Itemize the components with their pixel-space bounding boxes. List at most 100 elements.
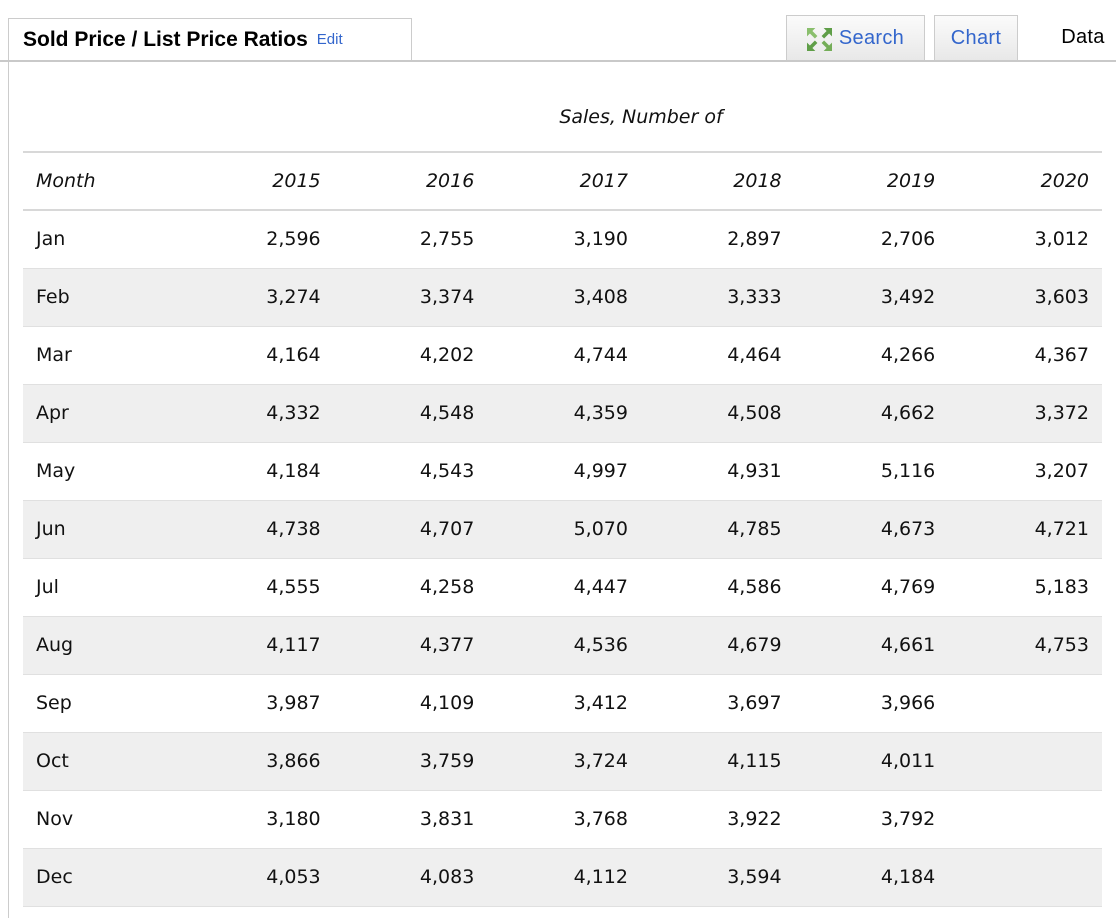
value-cell: 4,083 — [419, 866, 475, 888]
value-cell: 4,184 — [880, 866, 936, 888]
value-cell: 3,724 — [573, 750, 628, 772]
table-row: Mar 4,164 4,202 4,744 4,464 4,266 4,367 — [23, 326, 1102, 384]
value-cell: 5,183 — [1034, 576, 1089, 598]
value-cell: 3,207 — [1034, 460, 1089, 482]
column-header-2020: 2020 — [948, 151, 1102, 211]
value-cell: 5,116 — [880, 460, 936, 482]
value-cell: 4,258 — [419, 576, 475, 598]
value-cell: 2,596 — [266, 228, 321, 251]
table-caption: Sales, Number of — [559, 106, 723, 128]
data-panel: Sales, Number of Month 2015 2016 2017 20… — [8, 62, 1116, 918]
value-cell: 3,190 — [573, 228, 628, 251]
value-cell: 4,332 — [266, 402, 321, 424]
value-cell: 4,464 — [727, 344, 782, 366]
table-row: Feb 3,274 3,374 3,408 3,333 3,492 3,603 — [23, 268, 1102, 326]
value-cell: 4,115 — [727, 750, 782, 772]
value-cell: 4,164 — [266, 344, 321, 366]
table-row: Jun 4,738 4,707 5,070 4,785 4,673 4,721 — [23, 500, 1102, 558]
month-cell: Sep — [36, 692, 72, 714]
value-cell: 4,011 — [880, 750, 936, 772]
value-cell: 4,661 — [880, 634, 936, 656]
value-cell: 4,673 — [880, 518, 936, 540]
month-cell: Oct — [36, 750, 69, 772]
value-cell: 2,755 — [419, 228, 475, 251]
value-cell: 3,697 — [727, 692, 782, 714]
value-cell: 4,548 — [419, 402, 475, 424]
value-cell: 3,866 — [266, 750, 321, 772]
table-row: May 4,184 4,543 4,997 4,931 5,116 3,207 — [23, 442, 1102, 500]
value-cell: 4,679 — [727, 634, 782, 656]
value-cell: 4,707 — [419, 518, 475, 540]
value-cell: 4,109 — [419, 692, 475, 714]
sales-table: Sales, Number of Month 2015 2016 2017 20… — [23, 62, 1102, 907]
value-cell: 3,180 — [266, 808, 321, 830]
value-cell: 3,333 — [727, 286, 782, 308]
month-cell: Mar — [36, 344, 72, 366]
month-cell: Jan — [36, 228, 66, 251]
value-cell: 3,594 — [727, 866, 782, 888]
value-cell: 3,012 — [1034, 228, 1089, 251]
month-cell: Jun — [36, 518, 66, 540]
value-cell: 3,966 — [880, 692, 936, 714]
value-cell: 4,536 — [573, 634, 628, 656]
value-cell: 3,759 — [419, 750, 475, 772]
value-cell — [948, 732, 1102, 790]
value-cell: 4,053 — [266, 866, 321, 888]
value-cell: 3,412 — [573, 692, 628, 714]
value-cell: 4,931 — [727, 460, 782, 482]
value-cell: 3,408 — [573, 286, 628, 308]
value-cell: 4,112 — [573, 866, 628, 888]
value-cell: 4,744 — [573, 344, 628, 366]
table-row: Nov 3,180 3,831 3,768 3,922 3,792 — [23, 790, 1102, 848]
value-cell — [948, 674, 1102, 732]
table-row: Dec 4,053 4,083 4,112 3,594 4,184 — [23, 848, 1102, 906]
value-cell: 3,274 — [266, 286, 321, 308]
value-cell: 4,508 — [727, 402, 782, 424]
caption-spacer — [23, 62, 180, 152]
table-row: Apr 4,332 4,548 4,359 4,508 4,662 3,372 — [23, 384, 1102, 442]
title-box: Sold Price / List Price Ratios Edit — [8, 18, 412, 60]
month-cell: Nov — [36, 808, 74, 830]
view-tabs: Search Chart Data — [786, 15, 1116, 60]
value-cell: 3,831 — [419, 808, 475, 830]
table-body: Jan 2,596 2,755 3,190 2,897 2,706 3,012 Feb 3,27… — [23, 210, 1102, 906]
tab-data[interactable]: Data — [1050, 15, 1116, 60]
value-cell: 4,447 — [573, 576, 628, 598]
value-cell: 4,997 — [573, 460, 628, 482]
page-title: Sold Price / List Price Ratios — [23, 27, 308, 51]
table-row: Jul 4,555 4,258 4,447 4,586 4,769 5,183 — [23, 558, 1102, 616]
column-header-2019: 2019 — [794, 151, 949, 211]
value-cell: 4,662 — [880, 402, 936, 424]
tab-chart[interactable]: Chart — [934, 15, 1018, 60]
value-cell: 3,792 — [880, 808, 936, 830]
tab-search[interactable]: Search — [786, 15, 925, 60]
table-caption-row: Sales, Number of — [23, 62, 1102, 152]
value-cell: 3,492 — [880, 286, 936, 308]
value-cell: 3,987 — [266, 692, 321, 714]
value-cell: 4,555 — [266, 576, 321, 598]
month-cell: May — [36, 460, 76, 482]
value-cell: 2,897 — [727, 228, 782, 251]
tab-search-label: Search — [838, 26, 905, 49]
widget-header: Sold Price / List Price Ratios Edit Sear… — [0, 0, 1116, 62]
table-row: Aug 4,117 4,377 4,536 4,679 4,661 4,753 — [23, 616, 1102, 674]
value-cell: 4,543 — [419, 460, 475, 482]
tab-chart-label: Chart — [950, 26, 1002, 49]
month-cell: Apr — [36, 402, 69, 424]
value-cell: 3,374 — [419, 286, 475, 308]
value-cell: 2,706 — [880, 228, 936, 251]
value-cell: 3,372 — [1034, 402, 1089, 424]
value-cell — [948, 848, 1102, 906]
edit-link[interactable]: Edit — [316, 31, 343, 48]
month-cell: Feb — [36, 286, 70, 308]
value-cell: 4,769 — [880, 576, 936, 598]
month-cell: Dec — [36, 866, 73, 888]
column-header-2018: 2018 — [640, 151, 795, 211]
month-cell: Aug — [36, 634, 74, 656]
value-cell: 4,359 — [573, 402, 628, 424]
value-cell: 5,070 — [573, 518, 628, 540]
month-cell: Jul — [36, 576, 59, 598]
value-cell: 4,202 — [419, 344, 475, 366]
column-header-2017: 2017 — [487, 151, 641, 211]
